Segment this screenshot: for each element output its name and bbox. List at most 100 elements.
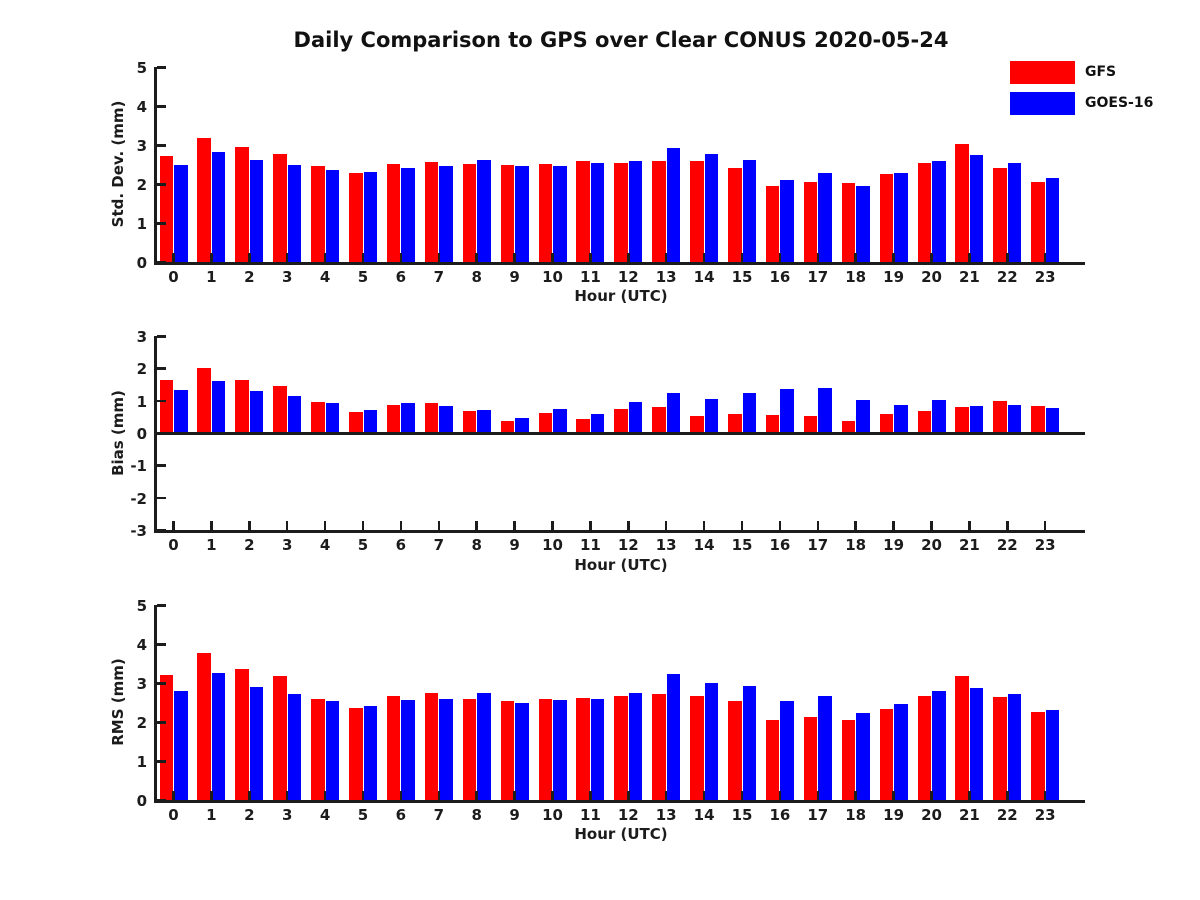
x-tick-label: 1 [206,536,217,554]
y-tick-label: 3 [136,328,147,346]
y-tick [157,144,166,147]
x-tick-label: 17 [807,806,829,824]
x-tick-label: 18 [845,268,867,286]
y-tick-label: -2 [130,489,147,508]
x-tick-label: 23 [1034,806,1056,824]
x-tick-label: 2 [244,268,255,286]
x-tick [1006,253,1009,262]
y-tick [157,604,166,607]
bar-gfs-hour-2 [235,379,249,433]
x-tick-label: 6 [395,268,407,286]
bar-gfs-hour-13 [652,407,666,433]
bar-goes16-hour-16 [780,389,794,433]
bar-goes16-hour-8 [477,159,491,262]
x-tick-label: 3 [281,806,293,824]
x-tick [816,791,820,800]
bar-gfs-hour-5 [349,173,363,262]
y-tick [157,399,166,403]
y-axis-spine [154,605,157,803]
x-tick-label: 2 [244,806,255,824]
bar-gfs-hour-0 [159,674,173,800]
bar-gfs-hour-2 [235,146,249,262]
x-tick [968,521,971,530]
x-tick-label: 19 [883,536,905,554]
x-tick [361,791,365,800]
x-tick-label: 6 [395,806,407,824]
bar-goes16-hour-14 [704,399,719,433]
x-tick [323,521,327,530]
x-tick-label: 10 [542,806,563,824]
bar-goes16-hour-0 [174,164,188,262]
y-tick-label: 2 [136,714,147,732]
x-tick [475,791,478,800]
bar-goes16-hour-9 [515,418,529,433]
legend-swatch-goes16 [1010,92,1075,115]
x-tick-label: 9 [509,268,520,286]
bar-gfs-hour-14 [690,695,704,800]
x-tick-label: 15 [731,806,753,824]
bar-goes16-hour-5 [363,706,377,800]
x-tick-label: 7 [433,268,445,286]
bar-gfs-hour-21 [955,675,969,800]
x-tick [930,253,933,262]
bar-gfs-hour-12 [614,695,628,800]
x-tick-label: 16 [769,536,791,554]
y-tick [157,222,166,225]
x-tick [627,791,630,800]
x-tick-label: 3 [281,268,293,286]
bar-gfs-hour-11 [576,160,590,262]
bar-gfs-hour-21 [955,143,969,262]
bar-gfs-hour-8 [462,411,477,433]
x-tick-label: 10 [542,268,563,286]
x-tick-label: 23 [1034,536,1056,554]
x-tick [551,521,554,530]
y-tick [157,432,166,435]
x-tick [172,253,175,262]
bar-gfs-hour-22 [993,400,1007,433]
bar-gfs-hour-9 [500,701,515,800]
bar-goes16-hour-19 [894,704,908,800]
bar-gfs-hour-17 [803,716,818,800]
x-tick-label: 8 [471,806,482,824]
y-tick [157,799,166,802]
y-tick-label: 3 [136,675,147,693]
bar-goes16-hour-7 [439,698,453,800]
bar-gfs-hour-13 [652,161,666,262]
bar-gfs-hour-15 [728,701,742,800]
y-tick [157,528,166,532]
x-tick [627,253,630,262]
x-tick-label: 14 [693,806,715,824]
bar-gfs-hour-14 [690,416,704,433]
bar-gfs-hour-3 [273,153,287,262]
y-tick-label: -3 [130,521,147,540]
y-tick-label: 4 [136,98,147,116]
bar-goes16-hour-17 [818,388,832,433]
x-tick-label: 9 [509,806,520,824]
x-tick [816,521,820,530]
y-tick-label: 5 [136,597,147,615]
y-tick [157,66,166,69]
bar-goes16-hour-11 [590,414,605,433]
x-tick [627,521,630,530]
x-tick-label: 16 [769,806,791,824]
x-tick [551,253,554,262]
y-tick [157,105,166,108]
x-tick [968,791,971,800]
x-tick-label: 19 [883,806,905,824]
x-tick [248,253,251,262]
x-tick-label: 22 [996,268,1018,286]
bar-gfs-hour-22 [993,697,1007,800]
bar-goes16-hour-7 [439,405,453,433]
x-tick [892,253,895,262]
bar-gfs-hour-15 [728,168,742,262]
bar-gfs-hour-8 [462,698,477,800]
x-tick-label: 2 [244,536,255,554]
bar-goes16-hour-6 [401,699,415,800]
x-tick [1006,521,1009,530]
y-tick [157,643,166,646]
bar-goes16-hour-2 [249,390,264,433]
x-tick-label: 12 [617,536,639,554]
bar-goes16-hour-18 [856,400,870,433]
bar-gfs-hour-12 [614,162,628,262]
